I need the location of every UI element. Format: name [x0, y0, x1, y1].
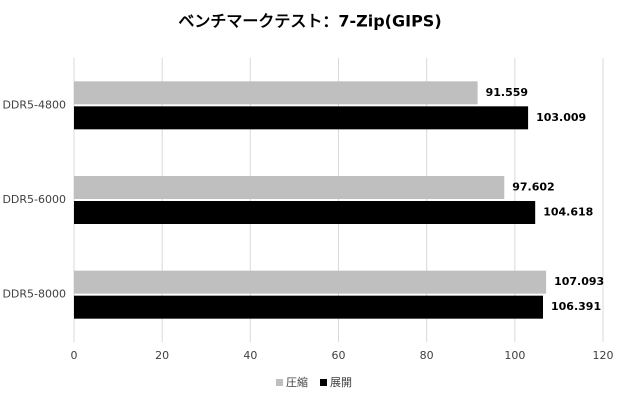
bar: [74, 81, 478, 105]
bar: [74, 295, 544, 319]
y-tick-label: DDR5-4800: [2, 98, 66, 111]
x-tick-label: 100: [504, 349, 525, 362]
y-tick-label: DDR5-8000: [2, 288, 66, 301]
x-tick-label: 0: [71, 349, 78, 362]
x-tick-label: 40: [243, 349, 257, 362]
bar: [74, 270, 547, 294]
legend-label: 展開: [330, 376, 352, 389]
x-tick-label: 120: [593, 349, 614, 362]
x-tick-label: 20: [155, 349, 169, 362]
bar: [74, 176, 505, 199]
bar: [74, 201, 536, 224]
value-label: 103.009: [536, 111, 586, 124]
value-label: 91.559: [486, 86, 528, 99]
value-label: 104.618: [543, 206, 593, 219]
x-tick-label: 60: [332, 349, 346, 362]
value-label: 107.093: [554, 275, 604, 288]
legend-swatch: [320, 379, 327, 386]
x-tick-label: 80: [420, 349, 434, 362]
value-label: 97.602: [512, 181, 554, 194]
value-label: 106.391: [551, 300, 601, 313]
y-tick-label: DDR5-6000: [2, 193, 66, 206]
legend-swatch: [276, 379, 283, 386]
chart-title: ベンチマークテスト：7-Zip(GIPS): [178, 12, 441, 31]
bar: [74, 106, 529, 130]
legend-label: 圧縮: [286, 375, 308, 389]
